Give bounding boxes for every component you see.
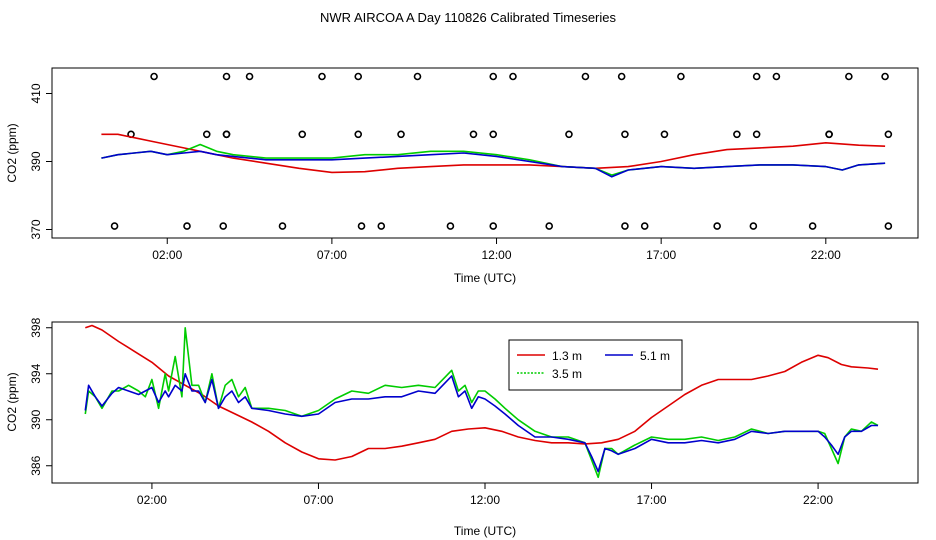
bottom-y-axis-label: CO2 (ppm): [5, 372, 19, 431]
bottom-y-tick-label: 390: [29, 409, 43, 429]
marker-lower: [446, 222, 455, 230]
marker-upper: [318, 72, 326, 81]
marker-lower: [357, 222, 366, 230]
marker-middle: [354, 130, 363, 139]
top-x-tick-label: 12:00: [482, 248, 512, 262]
top-circle-markers: [110, 72, 893, 230]
legend-label-5-1m: 5.1 m: [640, 349, 670, 363]
legend-label-1-3m: 1.3 m: [552, 349, 582, 363]
marker-lower: [808, 222, 817, 230]
marker-middle: [565, 130, 573, 139]
marker-lower: [183, 222, 191, 230]
marker-upper: [245, 72, 254, 81]
marker-lower: [884, 222, 893, 230]
top-y-tick-label: 410: [29, 83, 43, 103]
bottom-series-5-1-m: [84, 372, 878, 473]
top-series-lines: [101, 133, 886, 178]
bottom-series-1-3-m: [85, 324, 879, 461]
marker-middle: [621, 130, 629, 139]
marker-lower: [219, 222, 228, 230]
marker-upper: [509, 72, 517, 81]
marker-upper: [881, 72, 889, 81]
bottom-y-tick-label: 394: [29, 363, 43, 383]
bottom-plot-frame: [51, 321, 919, 484]
marker-lower: [749, 222, 758, 230]
bottom-x-tick-label: 17:00: [637, 493, 667, 507]
marker-upper: [677, 72, 685, 81]
top-y-tick-label: 370: [29, 219, 43, 239]
marker-middle: [397, 130, 405, 139]
marker-middle: [222, 130, 231, 139]
bottom-x-axis: 02:00 07:00 12:00 17:00 22:00: [137, 483, 833, 507]
marker-upper: [354, 72, 363, 81]
bottom-series-lines: [84, 324, 879, 479]
marker-middle: [298, 130, 307, 139]
top-x-tick-label: 07:00: [317, 248, 347, 262]
bottom-series-3-5-m: [84, 326, 879, 479]
marker-upper: [413, 72, 422, 81]
top-plot-frame: [51, 67, 919, 239]
top-x-tick-label: 02:00: [152, 248, 182, 262]
top-y-axis: 370 390 410: [29, 83, 52, 240]
bottom-y-tick-label: 386: [29, 455, 43, 475]
marker-lower: [489, 222, 498, 230]
top-x-axis-label: Time (UTC): [454, 271, 516, 285]
top-series-3-5-m: [101, 143, 886, 176]
marker-upper: [845, 72, 853, 81]
top-x-tick-label: 17:00: [646, 248, 676, 262]
marker-middle: [202, 130, 211, 139]
legend: 1.3 m 3.5 m 5.1 m: [508, 339, 683, 391]
bottom-panel: 386 390 394 398 02:00 07:00 12:00 17:00 22:00 T…: [5, 317, 919, 538]
marker-middle: [660, 130, 669, 139]
marker-lower: [278, 222, 287, 230]
marker-middle: [884, 130, 893, 139]
marker-upper: [752, 72, 761, 81]
marker-middle: [489, 130, 498, 139]
bottom-x-tick-label: 12:00: [470, 493, 500, 507]
top-series-5-1-m: [101, 150, 886, 178]
top-series-1-3-m: [101, 133, 886, 174]
bottom-y-tick-label: 398: [29, 317, 43, 337]
bottom-y-axis: 386 390 394 398: [29, 317, 52, 476]
marker-middle: [733, 130, 741, 139]
marker-lower: [110, 222, 119, 230]
marker-upper: [581, 72, 590, 81]
marker-middle: [469, 130, 478, 139]
top-x-tick-label: 22:00: [811, 248, 841, 262]
legend-box: [508, 339, 683, 391]
marker-lower: [713, 222, 721, 230]
top-x-axis: 02:00 07:00 12:00 17:00 22:00: [152, 238, 841, 262]
bottom-x-tick-label: 02:00: [137, 493, 167, 507]
marker-lower: [640, 222, 649, 230]
marker-lower: [621, 222, 629, 230]
figure-title: NWR AIRCOA A Day 110826 Calibrated Times…: [320, 10, 616, 25]
top-y-tick-label: 390: [29, 151, 43, 171]
bottom-x-tick-label: 22:00: [803, 493, 833, 507]
marker-lower: [545, 222, 554, 230]
marker-upper: [222, 72, 231, 81]
marker-middle: [825, 130, 833, 139]
bottom-x-axis-label: Time (UTC): [454, 524, 516, 538]
bottom-x-tick-label: 07:00: [303, 493, 333, 507]
top-y-axis-label: CO2 (ppm): [5, 123, 19, 182]
marker-upper: [489, 72, 498, 81]
top-panel: 370 390 410 02:00 07:00 12:00 17:00 22:00 Time…: [5, 67, 919, 285]
marker-upper: [617, 72, 626, 81]
marker-lower: [377, 222, 386, 230]
marker-upper: [150, 72, 158, 81]
marker-upper: [772, 72, 781, 81]
legend-label-3-5m: 3.5 m: [552, 367, 582, 381]
marker-middle: [752, 130, 761, 139]
